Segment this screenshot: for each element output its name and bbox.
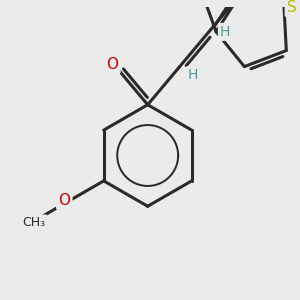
Text: H: H <box>188 68 198 82</box>
Text: H: H <box>220 25 230 39</box>
Text: O: O <box>58 193 70 208</box>
Text: S: S <box>287 0 297 15</box>
Text: O: O <box>106 57 119 72</box>
Text: CH₃: CH₃ <box>22 216 46 230</box>
